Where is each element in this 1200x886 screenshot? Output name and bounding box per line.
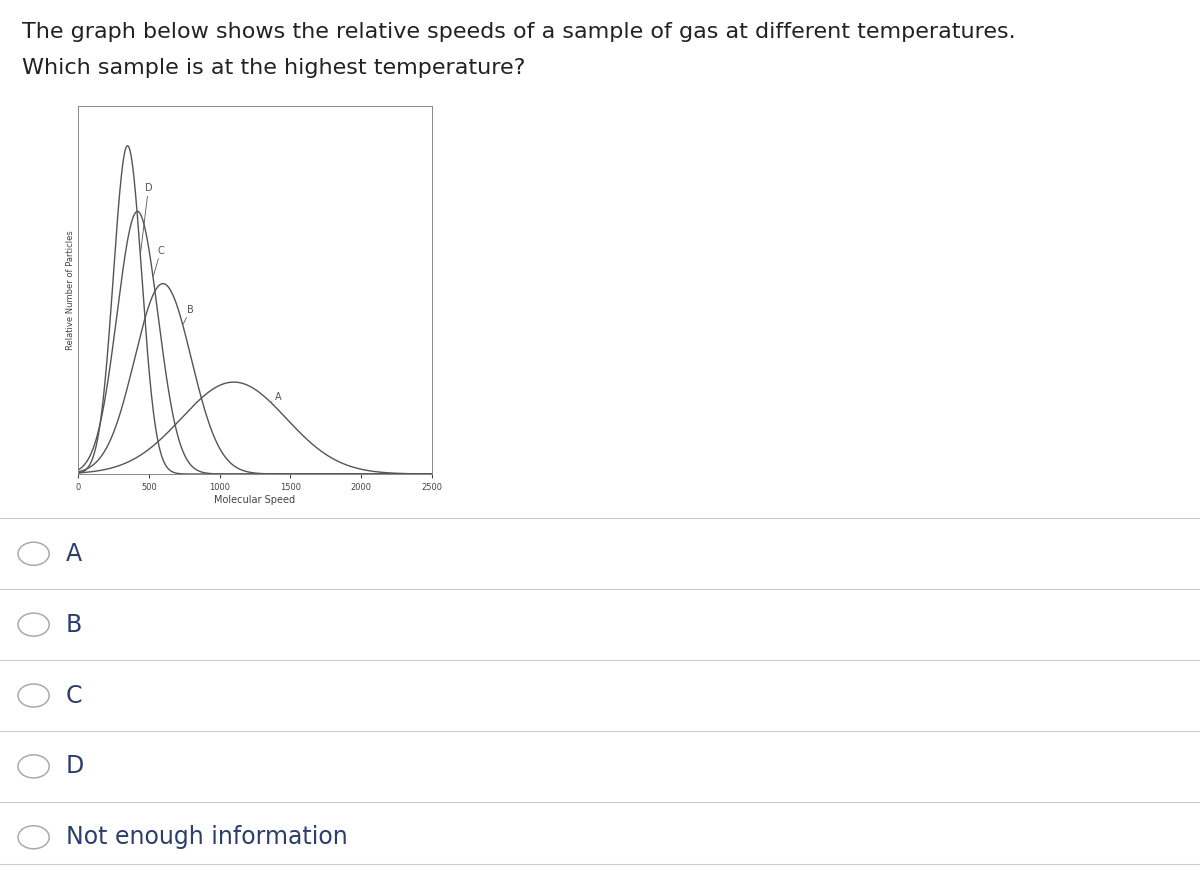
Text: C: C [66, 683, 83, 708]
Text: Which sample is at the highest temperature?: Which sample is at the highest temperatu… [22, 58, 524, 78]
Text: B: B [184, 305, 193, 323]
Y-axis label: Relative Number of Particles: Relative Number of Particles [66, 230, 76, 350]
Text: A: A [66, 541, 82, 566]
X-axis label: Molecular Speed: Molecular Speed [215, 494, 295, 505]
Text: D: D [140, 183, 152, 253]
Text: C: C [154, 245, 164, 276]
Text: D: D [66, 754, 84, 779]
Text: B: B [66, 612, 83, 637]
Text: A: A [271, 392, 282, 402]
Text: Not enough information: Not enough information [66, 825, 348, 850]
Text: The graph below shows the relative speeds of a sample of gas at different temper: The graph below shows the relative speed… [22, 22, 1015, 43]
